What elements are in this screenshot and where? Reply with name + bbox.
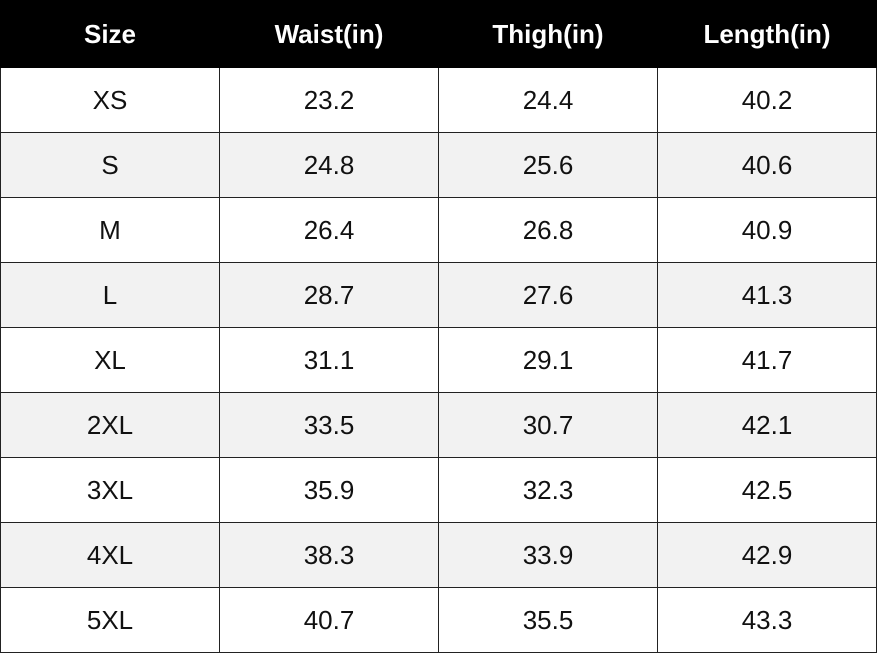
table-cell: 5XL xyxy=(0,587,220,653)
table-row: 2XL 33.5 30.7 42.1 xyxy=(0,392,877,458)
table-cell: 32.3 xyxy=(438,457,658,523)
table-row: M 26.4 26.8 40.9 xyxy=(0,197,877,263)
table-cell: 35.9 xyxy=(219,457,439,523)
table-cell: 26.8 xyxy=(438,197,658,263)
table-cell: 25.6 xyxy=(438,132,658,198)
header-cell: Thigh(in) xyxy=(438,0,658,68)
table-cell: 29.1 xyxy=(438,327,658,393)
table-cell: XS xyxy=(0,67,220,133)
table-cell: S xyxy=(0,132,220,198)
table-cell: 24.8 xyxy=(219,132,439,198)
table-cell: 31.1 xyxy=(219,327,439,393)
table-row: S 24.8 25.6 40.6 xyxy=(0,132,877,198)
table-cell: 23.2 xyxy=(219,67,439,133)
table-cell: 28.7 xyxy=(219,262,439,328)
table-cell: 27.6 xyxy=(438,262,658,328)
table-row: 5XL 40.7 35.5 43.3 xyxy=(0,587,877,653)
header-cell: Length(in) xyxy=(657,0,877,68)
table-cell: 41.7 xyxy=(657,327,877,393)
table-cell: 2XL xyxy=(0,392,220,458)
table-cell: XL xyxy=(0,327,220,393)
table-cell: 40.7 xyxy=(219,587,439,653)
table-cell: L xyxy=(0,262,220,328)
table-cell: 33.9 xyxy=(438,522,658,588)
table-cell: 42.9 xyxy=(657,522,877,588)
table-row: L 28.7 27.6 41.3 xyxy=(0,262,877,328)
table-row: 4XL 38.3 33.9 42.9 xyxy=(0,522,877,588)
table-cell: 41.3 xyxy=(657,262,877,328)
table-cell: 33.5 xyxy=(219,392,439,458)
header-row: Size Waist(in) Thigh(in) Length(in) xyxy=(0,0,877,68)
table-cell: 40.9 xyxy=(657,197,877,263)
table-cell: 3XL xyxy=(0,457,220,523)
table-row: XL 31.1 29.1 41.7 xyxy=(0,327,877,393)
table-cell: 30.7 xyxy=(438,392,658,458)
header-cell: Size xyxy=(0,0,220,68)
table-cell: 42.1 xyxy=(657,392,877,458)
table-header: Size Waist(in) Thigh(in) Length(in) xyxy=(0,0,877,68)
table-row: 3XL 35.9 32.3 42.5 xyxy=(0,457,877,523)
table-row: XS 23.2 24.4 40.2 xyxy=(0,67,877,133)
table-cell: 4XL xyxy=(0,522,220,588)
table-cell: 26.4 xyxy=(219,197,439,263)
table-cell: 43.3 xyxy=(657,587,877,653)
table-cell: 35.5 xyxy=(438,587,658,653)
table-cell: M xyxy=(0,197,220,263)
table-cell: 38.3 xyxy=(219,522,439,588)
table-cell: 40.2 xyxy=(657,67,877,133)
table-cell: 24.4 xyxy=(438,67,658,133)
table-body: XS 23.2 24.4 40.2 S 24.8 25.6 40.6 M 26.4 26.8 40.9… xyxy=(0,67,877,653)
table-cell: 42.5 xyxy=(657,457,877,523)
table-cell: 40.6 xyxy=(657,132,877,198)
header-cell: Waist(in) xyxy=(219,0,439,68)
